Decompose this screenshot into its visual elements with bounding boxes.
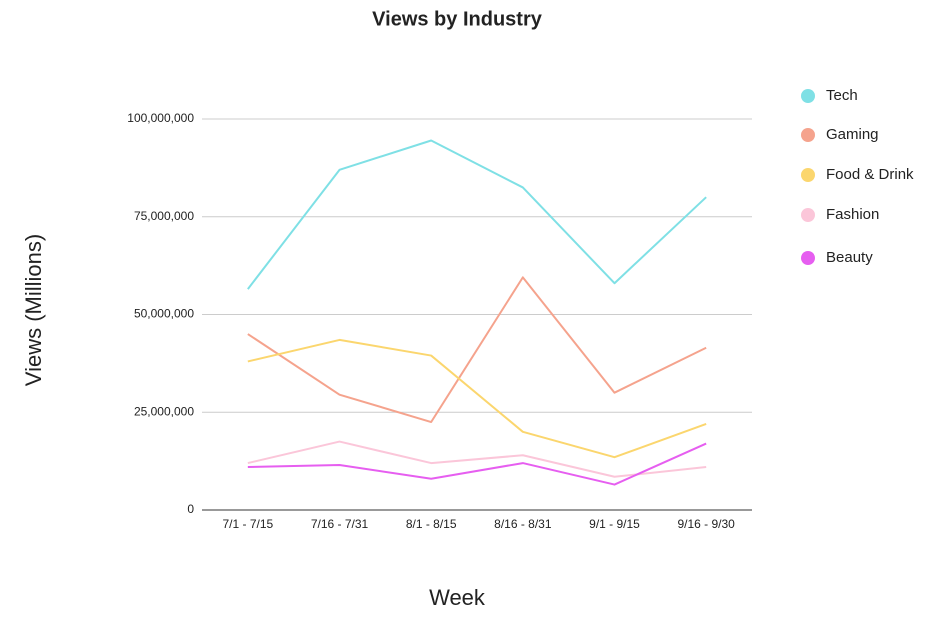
y-tick-label: 25,000,000 xyxy=(134,404,194,418)
x-axis-label: Week xyxy=(429,585,486,610)
legend-label: Tech xyxy=(826,87,858,104)
x-tick-label: 8/1 - 8/15 xyxy=(406,517,457,531)
legend-marker xyxy=(801,168,815,182)
y-tick-label: 50,000,000 xyxy=(134,307,194,321)
y-tick-label: 0 xyxy=(187,502,194,516)
y-axis-label: Views (Millions) xyxy=(21,234,46,386)
legend-label: Gaming xyxy=(826,126,879,143)
y-tick-label: 75,000,000 xyxy=(134,209,194,223)
legend-label: Food & Drink xyxy=(826,166,914,183)
legend-marker xyxy=(801,208,815,222)
legend-marker xyxy=(801,89,815,103)
line-series xyxy=(247,139,707,290)
line-series xyxy=(247,442,707,486)
x-tick-label: 8/16 - 8/31 xyxy=(494,517,552,531)
legend-label: Fashion xyxy=(826,206,879,223)
line-series xyxy=(247,276,707,424)
x-tick-label: 7/16 - 7/31 xyxy=(311,517,369,531)
legend-marker xyxy=(801,251,815,265)
legend-marker xyxy=(801,128,815,142)
x-tick-label: 9/1 - 9/15 xyxy=(589,517,640,531)
line-series xyxy=(247,338,707,459)
legend-label: Beauty xyxy=(826,249,873,266)
y-tick-label: 100,000,000 xyxy=(127,111,194,125)
x-tick-label: 9/16 - 9/30 xyxy=(677,517,735,531)
line-series xyxy=(247,440,707,478)
chart-title: Views by Industry xyxy=(372,8,543,30)
x-tick-label: 7/1 - 7/15 xyxy=(222,517,273,531)
